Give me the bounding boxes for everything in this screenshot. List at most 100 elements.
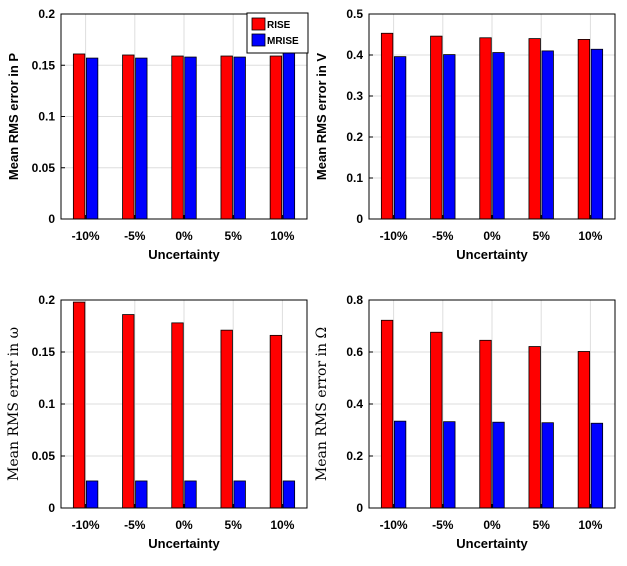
y-tick-label: 0.2 [346,449,363,463]
x-tick-label: -5% [432,518,454,532]
axes-frame [60,299,308,509]
bar-rise-1 [72,301,86,509]
y-tick-label: 0.15 [32,58,56,72]
bar-mrise-5 [590,48,604,220]
bar-mrise-4 [233,56,246,220]
legend-label-mrise: MRISE [267,36,299,47]
bar-mrise-3 [184,56,197,220]
x-tick-label: 10% [270,229,294,243]
bar-rise-4 [528,38,541,220]
x-tick-label: 5% [533,518,551,532]
x-axis-label: Uncertainty [456,536,528,551]
legend: RISE MRISE [246,12,309,54]
y-axis-label: Mean RMS error in V [314,53,329,180]
bar-mrise-1 [85,480,99,509]
bar-mrise-2 [135,57,148,220]
y-tick-label: 0.2 [346,130,363,144]
bar-rise-1 [380,319,394,509]
axes-frame [368,13,616,220]
bar-rise-3 [479,37,492,220]
x-tick-label: 0% [175,229,193,243]
x-tick-label: -10% [380,229,408,243]
x-tick-label: -10% [380,518,408,532]
bar-rise-5 [269,334,283,509]
x-tick-label: 0% [483,229,501,243]
x-tick-label: -10% [72,518,100,532]
chart-panel-1: 0 0.05 0.1 0.15 0.2 -10% -5% 0% 5% 10% Uncertainty… [6,7,309,262]
bar-rise-1 [72,53,86,220]
y-axis-label: Mean RMS error in P [6,53,21,180]
x-axis-label: Uncertainty [148,247,220,262]
bar-mrise-4 [541,50,554,220]
y-tick-label: 0.15 [32,345,56,359]
y-axis-label: Mean RMS error in Ω [314,327,330,481]
bar-mrise-3 [492,421,505,509]
bar-rise-3 [171,55,184,220]
bar-mrise-1 [85,57,99,220]
bar-mrise-3 [492,52,505,220]
bar-mrise-1 [393,420,407,509]
x-tick-label: -5% [124,229,146,243]
y-tick-label: 0.5 [346,7,363,21]
bar-rise-3 [479,339,492,509]
x-tick-label: -5% [432,229,454,243]
y-tick-label: 0.8 [346,293,363,307]
y-tick-label: 0.3 [346,89,363,103]
legend-swatch-mrise [251,33,266,47]
legend-swatch-rise [251,17,266,31]
x-tick-label: 10% [578,518,602,532]
bar-rise-4 [220,55,233,220]
x-tick-label: 5% [533,229,551,243]
bar-rise-5 [577,351,591,509]
x-tick-label: 0% [175,518,193,532]
y-tick-label: 0 [48,501,55,515]
bar-mrise-5 [282,480,296,509]
y-tick-label: 0.2 [38,293,55,307]
bar-rise-2 [430,35,443,220]
bar-rise-2 [122,314,135,509]
y-tick-label: 0.05 [32,449,56,463]
bar-mrise-2 [443,54,456,220]
axes-frame [60,13,308,220]
chart-panel-2: 0 0.1 0.2 0.3 0.4 0.5 -10% -5% 0% 5% 10% Uncertaint… [314,7,616,262]
bar-mrise-2 [135,480,148,509]
x-tick-label: -5% [124,518,146,532]
axes-frame [368,299,616,509]
y-tick-label: 0.4 [346,48,363,62]
bar-rise-5 [577,39,591,220]
bar-rise-4 [528,346,541,509]
x-tick-label: 5% [225,229,243,243]
x-tick-label: 0% [483,518,501,532]
bar-mrise-2 [443,421,456,509]
x-axis-label: Uncertainty [456,247,528,262]
bar-mrise-5 [282,52,296,220]
y-tick-label: 0.1 [38,110,55,124]
x-tick-label: -10% [72,229,100,243]
bar-rise-1 [380,32,394,220]
y-tick-label: 0 [356,501,363,515]
chart-panel-3: 0 0.05 0.1 0.15 0.2 -10% -5% 0% 5% 10% Uncertainty… [6,293,308,551]
x-axis-label: Uncertainty [148,536,220,551]
bar-rise-2 [430,331,443,509]
x-tick-label: 10% [270,518,294,532]
y-tick-label: 0 [356,212,363,226]
bar-mrise-3 [184,480,197,509]
bar-rise-4 [220,329,233,509]
bar-rise-2 [122,54,135,220]
y-tick-label: 0.1 [38,397,55,411]
y-tick-label: 0.1 [346,171,363,185]
x-tick-label: 5% [225,518,243,532]
legend-label-rise: RISE [267,20,291,31]
bar-mrise-4 [233,480,246,509]
bar-mrise-5 [590,422,604,509]
bar-rise-3 [171,322,184,509]
chart-panel-4: 0 0.2 0.4 0.6 0.8 -10% -5% 0% 5% 10% Uncertainty Me… [314,293,616,551]
y-tick-label: 0.4 [346,397,363,411]
bar-rise-5 [269,55,283,220]
bar-mrise-4 [541,422,554,509]
bar-mrise-1 [393,56,407,220]
x-tick-label: 10% [578,229,602,243]
y-tick-label: 0.6 [346,345,363,359]
y-tick-label: 0.2 [38,7,55,21]
